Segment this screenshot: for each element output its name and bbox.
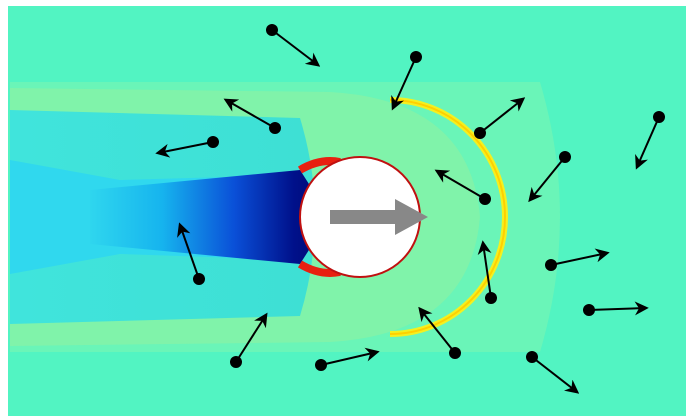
particle bbox=[479, 193, 491, 205]
particle bbox=[230, 356, 242, 368]
particle bbox=[485, 292, 497, 304]
particle bbox=[410, 51, 422, 63]
particle bbox=[653, 111, 665, 123]
page: (() => { const g = document.getElementBy… bbox=[0, 0, 690, 420]
particle bbox=[207, 136, 219, 148]
particle bbox=[266, 24, 278, 36]
particle bbox=[559, 151, 571, 163]
particle bbox=[545, 259, 557, 271]
particle bbox=[526, 351, 538, 363]
particle bbox=[449, 347, 461, 359]
particle bbox=[583, 304, 595, 316]
particle bbox=[315, 359, 327, 371]
particle bbox=[269, 122, 281, 134]
particle bbox=[474, 127, 486, 139]
flow-visualization bbox=[0, 0, 690, 420]
particle bbox=[193, 273, 205, 285]
